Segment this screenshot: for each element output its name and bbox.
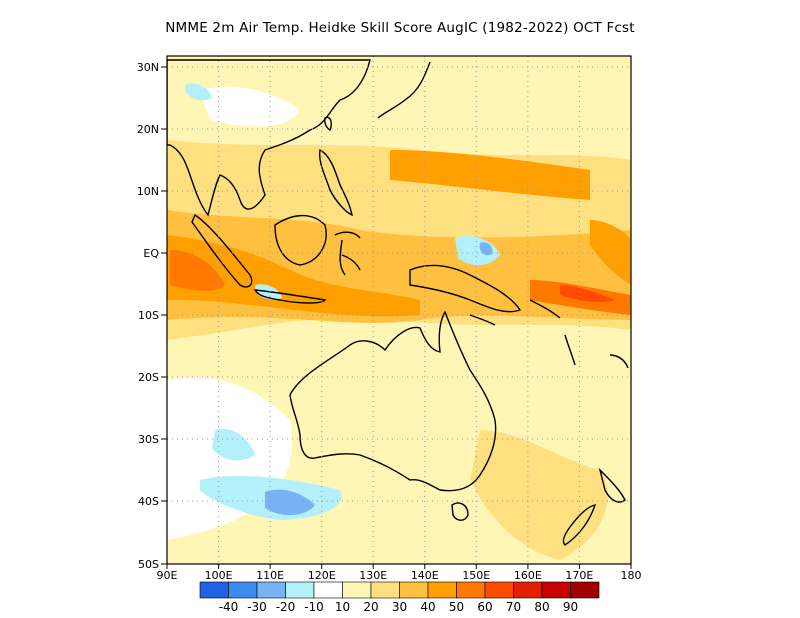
colorbar-swatch xyxy=(427,581,457,599)
australia-outline xyxy=(289,310,497,492)
colorbar-label: 90 xyxy=(563,600,578,614)
new-zealand-outline xyxy=(562,467,626,546)
lat-label-eq: EQ xyxy=(143,247,159,260)
colorbar-label: -10 xyxy=(304,600,324,614)
colorbar-swatch xyxy=(570,581,600,599)
lon-label-140e: 140E xyxy=(411,569,439,582)
lon-label-120e: 120E xyxy=(308,569,336,582)
colorbar-swatch xyxy=(456,581,486,599)
colorbar-swatch xyxy=(285,581,315,599)
colorbar-label: 80 xyxy=(534,600,549,614)
asia-mainland-outline xyxy=(167,59,371,217)
lat-label-20n: 20N xyxy=(137,123,159,136)
colorbar-label: 60 xyxy=(477,600,492,614)
tasmania-outline xyxy=(451,502,469,521)
borneo-outline xyxy=(274,214,327,266)
sumatra-outline xyxy=(191,213,253,288)
colorbar-label: -40 xyxy=(219,600,239,614)
lat-label-10s: 10S xyxy=(138,309,159,322)
lat-label-10n: 10N xyxy=(137,185,159,198)
colorbar xyxy=(199,581,600,599)
new-guinea-outline xyxy=(409,264,522,313)
colorbar-labels: -40 -30 -20 -10 10 20 30 40 50 60 70 80 90 xyxy=(219,600,578,614)
colorbar-label: 40 xyxy=(420,600,435,614)
lon-label-100e: 100E xyxy=(205,569,233,582)
colorbar-swatch xyxy=(399,581,429,599)
colorbar-swatch xyxy=(370,581,400,599)
colorbar-label: 20 xyxy=(363,600,378,614)
colorbar-swatch xyxy=(228,581,258,599)
lon-label-180: 180 xyxy=(621,569,642,582)
lon-label-150e: 150E xyxy=(462,569,490,582)
skill-shading xyxy=(167,56,631,564)
lat-label-30n: 30N xyxy=(137,61,159,74)
lon-label-160e: 160E xyxy=(514,569,542,582)
colorbar-label: -20 xyxy=(276,600,296,614)
longitude-labels: 90E 100E 110E 120E 130E 140E 150E 160E 1… xyxy=(157,569,642,582)
lat-label-50s: 50S xyxy=(138,558,159,571)
colorbar-swatch xyxy=(541,581,571,599)
plot-frame xyxy=(166,55,632,565)
japan-outline xyxy=(377,61,431,119)
colorbar-label: 50 xyxy=(449,600,464,614)
java-outline xyxy=(253,289,327,304)
colorbar-swatch xyxy=(199,581,229,599)
lon-label-110e: 110E xyxy=(256,569,284,582)
colorbar-swatch xyxy=(256,581,286,599)
colorbar-swatch xyxy=(313,581,343,599)
colorbar-label: 30 xyxy=(392,600,407,614)
lon-label-170e: 170E xyxy=(565,569,593,582)
tick-marks xyxy=(161,66,632,569)
lon-label-90e: 90E xyxy=(157,569,178,582)
lat-label-20s: 20S xyxy=(138,371,159,384)
colorbar-label: -30 xyxy=(247,600,267,614)
sulawesi-outline xyxy=(334,231,361,276)
pacific-islands-outline xyxy=(469,299,629,369)
lat-label-30s: 30S xyxy=(138,433,159,446)
map-title: NMME 2m Air Temp. Heidke Skill Score Aug… xyxy=(165,20,635,36)
colorbar-label: 10 xyxy=(335,600,350,614)
colorbar-swatch xyxy=(513,581,543,599)
colorbar-label: 70 xyxy=(506,600,521,614)
lon-label-130e: 130E xyxy=(359,569,387,582)
colorbar-swatch xyxy=(484,581,514,599)
lat-label-40s: 40S xyxy=(138,495,159,508)
philippines-outline xyxy=(318,148,353,217)
colorbar-swatch xyxy=(342,581,372,599)
coastlines xyxy=(167,59,629,546)
taiwan-outline xyxy=(324,116,332,131)
latitude-labels: 30N 20N 10N EQ 10S 20S 30S 40S 50S xyxy=(137,61,160,571)
